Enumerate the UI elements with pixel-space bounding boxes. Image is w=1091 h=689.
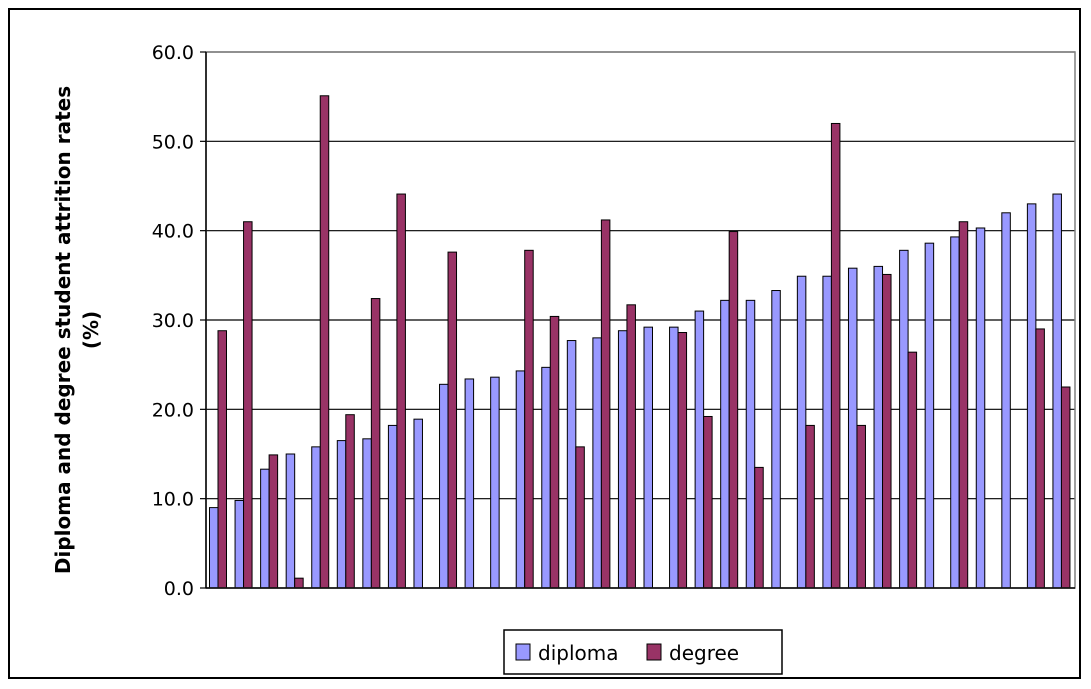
bar-degree — [1035, 328, 1045, 589]
bar-diploma — [387, 424, 398, 589]
chart-frame: 0.0 10.0 20.0 30.0 40.0 50.0 60.0 Diploma and … — [8, 8, 1081, 679]
bar-diploma — [1052, 193, 1062, 589]
bar-diploma — [669, 326, 679, 589]
bars-layer — [209, 95, 1071, 589]
bar-diploma — [362, 438, 372, 589]
bar-diploma — [566, 340, 577, 589]
bar-degree — [882, 273, 892, 589]
bar-diploma — [515, 370, 526, 589]
bar-diploma — [617, 330, 628, 589]
bar-diploma — [771, 290, 781, 589]
bar-degree — [856, 424, 866, 589]
bar-diploma — [1001, 212, 1011, 589]
bar-degree — [830, 122, 841, 589]
bar-degree — [1060, 386, 1071, 589]
bar-diploma — [643, 326, 653, 589]
bar-degree — [575, 446, 585, 589]
bar-degree — [268, 454, 279, 589]
bar-degree — [907, 351, 918, 589]
legend-label-diploma: diploma — [538, 641, 618, 665]
y-tick-label: 20.0 — [152, 399, 194, 421]
bar-degree — [217, 330, 227, 589]
bar-diploma — [873, 265, 884, 589]
axis-layer: 0.0 10.0 20.0 30.0 40.0 50.0 60.0 — [152, 42, 1075, 600]
bar-diploma — [336, 440, 347, 589]
grid-layer — [206, 51, 1075, 500]
bar-degree — [396, 193, 406, 589]
y-tick-label: 0.0 — [164, 578, 194, 600]
bar-degree — [294, 577, 304, 589]
legend-swatch-diploma — [515, 643, 531, 661]
bar-degree — [626, 304, 636, 589]
bar-degree — [319, 95, 330, 589]
bar-degree — [958, 221, 969, 589]
bar-diploma — [694, 310, 705, 589]
bar-degree — [728, 231, 739, 589]
bar-diploma — [260, 468, 270, 589]
bar-diploma — [796, 275, 807, 589]
bar-diploma — [899, 249, 909, 589]
y-tick-label: 30.0 — [152, 310, 194, 332]
bar-degree — [524, 249, 534, 589]
y-tick-label: 40.0 — [152, 221, 194, 243]
chart-svg: 0.0 10.0 20.0 30.0 40.0 50.0 60.0 Diploma and … — [51, 42, 1076, 675]
y-tick-label: 60.0 — [152, 42, 194, 64]
bar-degree — [703, 415, 713, 589]
legend: diploma degree — [503, 629, 783, 675]
bar-diploma — [720, 299, 730, 589]
y-axis-title: Diploma and degree student attrition rat… — [51, 86, 103, 574]
bar-diploma — [209, 507, 219, 589]
bar-diploma — [822, 275, 832, 589]
bar-diploma — [464, 378, 475, 589]
bar-degree — [600, 219, 611, 589]
bar-diploma — [950, 236, 960, 589]
y-tick-label: 50.0 — [152, 131, 194, 153]
y-axis-title-line2: (%) — [79, 311, 103, 349]
bar-diploma — [311, 446, 321, 589]
y-tick-label: 10.0 — [152, 489, 194, 511]
y-axis-title-line1: Diploma and degree student attrition rat… — [51, 86, 75, 574]
bar-diploma — [1026, 203, 1037, 589]
bar-diploma — [745, 299, 756, 589]
bar-diploma — [541, 366, 551, 589]
bar-diploma — [592, 337, 602, 589]
bar-degree — [677, 332, 688, 589]
bar-diploma — [285, 453, 296, 589]
bar-diploma — [413, 418, 423, 589]
legend-box — [503, 629, 783, 675]
bar-degree — [243, 221, 253, 589]
bar-diploma — [439, 383, 449, 589]
legend-swatch-degree — [646, 643, 662, 661]
bar-degree — [345, 414, 355, 589]
bar-diploma — [234, 499, 245, 589]
bar-degree — [549, 315, 560, 589]
bar-degree — [370, 298, 381, 589]
bar-diploma — [490, 376, 500, 589]
bar-degree — [805, 424, 815, 589]
legend-label-degree: degree — [669, 641, 739, 665]
bar-diploma — [847, 267, 858, 589]
bar-diploma — [924, 242, 935, 589]
bar-degree — [447, 251, 458, 589]
bar-degree — [754, 466, 764, 589]
bar-diploma — [975, 227, 986, 589]
